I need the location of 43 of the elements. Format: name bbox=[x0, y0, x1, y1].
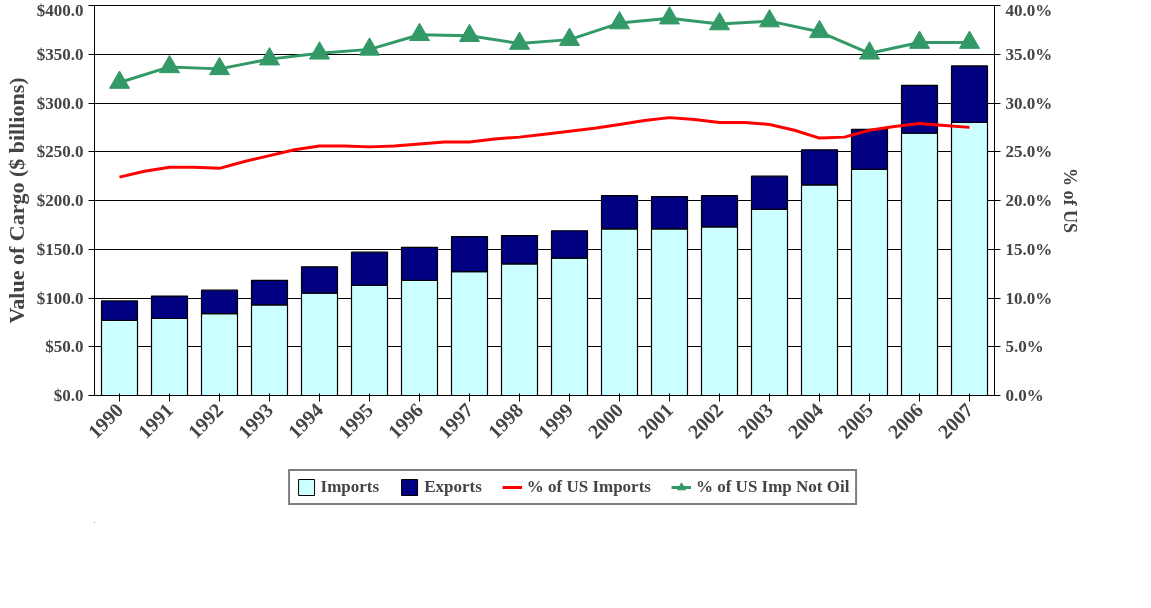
y2-tick-label: 15.0% bbox=[1005, 239, 1053, 259]
legend-label: % of US Imports bbox=[526, 477, 651, 497]
point bbox=[559, 27, 580, 46]
point bbox=[859, 41, 880, 60]
point bbox=[509, 31, 530, 50]
point bbox=[459, 23, 480, 42]
legend-label: % of US Imp Not Oil bbox=[695, 477, 850, 497]
y-tick-label: $300.0 bbox=[36, 93, 84, 113]
y-tick-label: $350.0 bbox=[36, 44, 84, 64]
line-series bbox=[118, 116, 971, 179]
point bbox=[209, 56, 230, 76]
y2-tick-label: 40.0% bbox=[1005, 0, 1053, 20]
legend-label: Imports bbox=[320, 477, 380, 497]
y2-tick-label: 35.0% bbox=[1005, 44, 1053, 64]
y-tick-label: $100.0 bbox=[36, 288, 84, 308]
point bbox=[809, 19, 830, 39]
y2-tick-label: 0.0% bbox=[1005, 386, 1044, 405]
point bbox=[759, 9, 780, 28]
y-tick-label: $400.0 bbox=[36, 0, 84, 20]
y-tick-label: $0.0 bbox=[53, 386, 84, 405]
point bbox=[309, 41, 330, 60]
point bbox=[259, 47, 280, 66]
y-tick-label: $250.0 bbox=[36, 142, 84, 162]
point bbox=[109, 70, 130, 89]
legend-label: Exports bbox=[424, 477, 482, 497]
point bbox=[959, 30, 980, 49]
y2-axis-title: % of US bbox=[1060, 168, 1081, 234]
y2-tick-label: 20.0% bbox=[1005, 191, 1053, 210]
point bbox=[709, 11, 730, 31]
point bbox=[909, 30, 930, 49]
point bbox=[359, 37, 380, 56]
y-axis-title: Value of Cargo ($ billions) bbox=[3, 77, 29, 324]
y2-tick-label: 5.0% bbox=[1005, 337, 1044, 357]
y-tick-label: $150.0 bbox=[36, 239, 84, 259]
y-tick-label: $200.0 bbox=[36, 191, 84, 210]
point bbox=[409, 22, 430, 42]
y2-tick-label: 30.0% bbox=[1005, 93, 1053, 113]
point bbox=[609, 11, 630, 30]
point bbox=[159, 54, 180, 74]
y-tick-label: $50.0 bbox=[45, 337, 84, 357]
y2-tick-label: 10.0% bbox=[1005, 288, 1053, 308]
y2-tick-label: 25.0% bbox=[1005, 142, 1053, 162]
point bbox=[659, 6, 680, 25]
